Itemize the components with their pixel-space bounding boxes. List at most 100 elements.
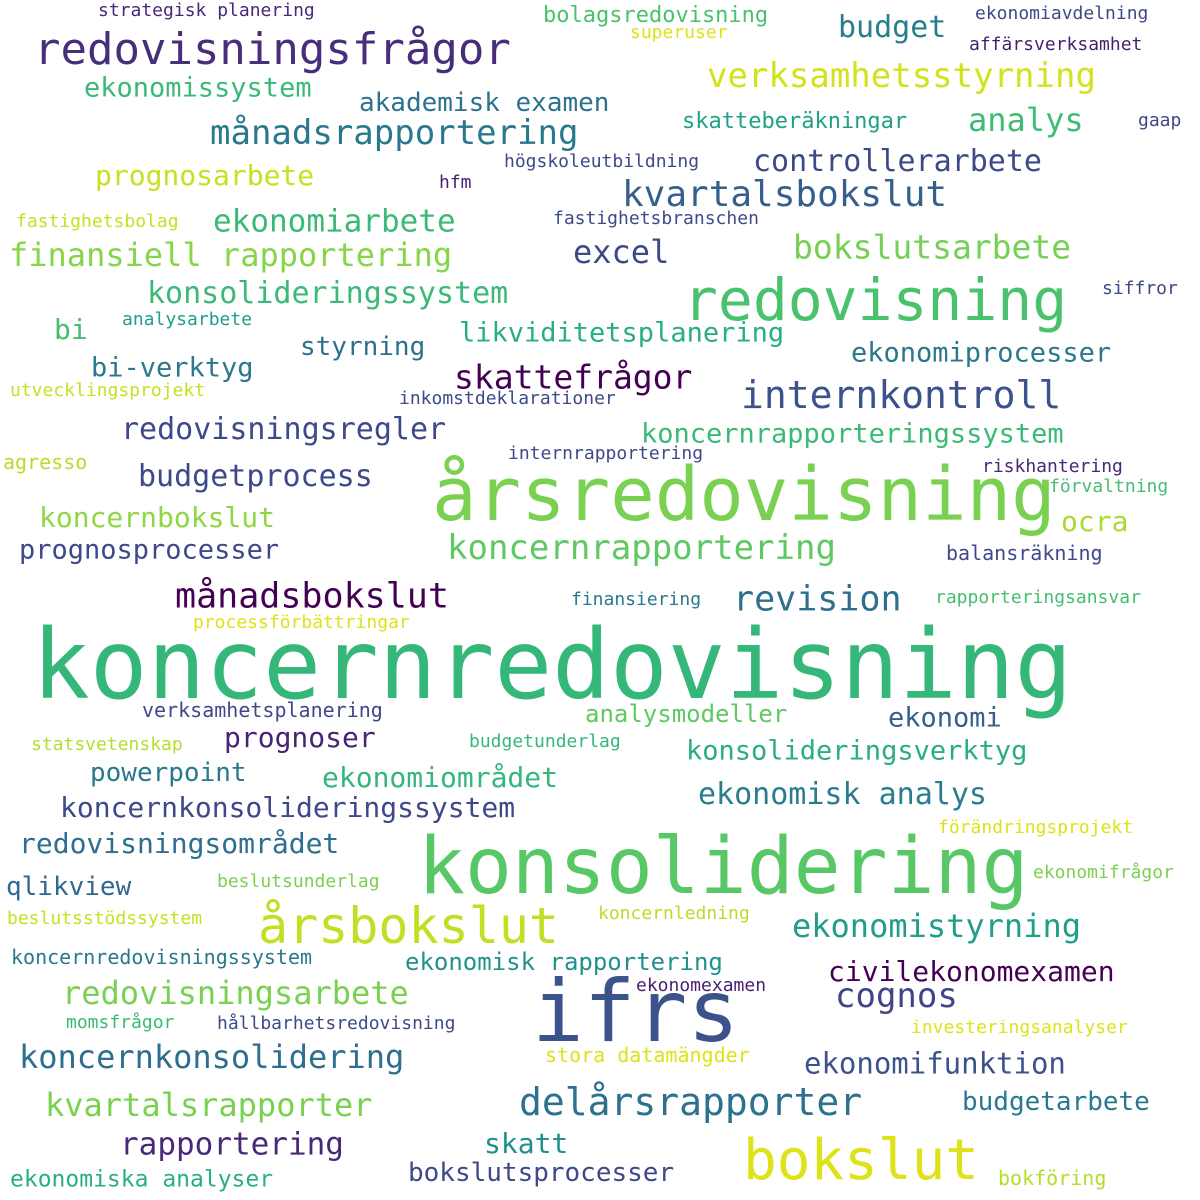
word-cloud-word: revision (733, 579, 902, 620)
word-cloud-word: utvecklingsprojekt (10, 380, 206, 401)
word-cloud-word: månadsbokslut (175, 576, 449, 617)
word-cloud-word: redovisningsarbete (62, 974, 409, 1012)
word-cloud-word: internrapportering (508, 443, 704, 464)
word-cloud-word: årsbokslut (258, 897, 560, 955)
word-cloud-word: beslutsunderlag (217, 871, 380, 892)
word-cloud-word: superuser (630, 22, 728, 43)
word-cloud-word: skatteberäkningar (682, 109, 908, 134)
word-cloud-word: analysarbete (122, 309, 253, 330)
word-cloud-word: inkomstdeklarationer (399, 388, 616, 409)
word-cloud-word: analysmodeller (585, 700, 788, 728)
word-cloud-word: delårsrapporter (519, 1080, 863, 1124)
word-cloud-word: analys (968, 101, 1084, 139)
word-cloud-word: ifrs (532, 962, 740, 1062)
word-cloud-word: koncernkonsolidering (19, 1038, 405, 1076)
word-cloud-word: prognosprocesser (19, 534, 280, 566)
word-cloud-word: ekonomisk rapportering (405, 948, 723, 976)
word-cloud-word: civilekonomexamen (828, 955, 1115, 988)
word-cloud-word: controllerarbete (753, 144, 1042, 179)
word-cloud-word: ekonomi (888, 702, 1002, 734)
word-cloud-word: ekonomexamen (636, 975, 767, 996)
word-cloud-word: koncernbokslut (39, 501, 276, 534)
word-cloud-word: förvaltning (1049, 476, 1169, 497)
word-cloud-word: månadsrapportering (210, 113, 579, 153)
word-cloud-word: cognos (835, 976, 958, 1016)
word-cloud-word: redovisningsfrågor (34, 24, 511, 75)
word-cloud-word: finansiell rapportering (9, 236, 453, 274)
word-cloud-word: fastighetsbolag (16, 211, 179, 232)
word-cloud-word: budget (838, 10, 947, 45)
word-cloud-word: budgetunderlag (469, 731, 621, 752)
word-cloud-word: koncernrapporteringssystem (641, 418, 1064, 450)
word-cloud-word: hållbarhetsredovisning (217, 1013, 456, 1034)
word-cloud-word: konsolideringssystem (147, 276, 509, 311)
word-cloud-word: bokslutsprocesser (408, 1158, 675, 1188)
word-cloud-word: bolagsredovisning (543, 3, 769, 28)
word-cloud-word: powerpoint (90, 758, 247, 788)
word-cloud-word: qlikview (6, 872, 132, 902)
word-cloud-word: konsolideringsverktyg (686, 735, 1028, 767)
word-cloud-word: agresso (3, 450, 88, 474)
word-cloud-word: internkontroll (741, 373, 1062, 417)
word-cloud-word: excel (573, 233, 670, 271)
word-cloud-word: ekonomiavdelning (975, 3, 1149, 24)
word-cloud-word: gaap (1138, 110, 1182, 131)
word-cloud-word: stora datamängder (545, 1043, 750, 1067)
word-cloud-word: rapportering (120, 1126, 344, 1163)
word-cloud-word: bi (54, 313, 88, 346)
word-cloud-word: skattefrågor (454, 357, 693, 397)
word-cloud-word: rapporteringsansvar (935, 587, 1141, 608)
word-cloud-word: förändringsprojekt (938, 817, 1134, 838)
word-cloud-word: likviditetsplanering (459, 317, 785, 349)
word-cloud-word: verksamhetsplanering (142, 698, 383, 722)
word-cloud-word: ekonomistyrning (792, 907, 1081, 945)
word-cloud-word: högskoleutbildning (504, 151, 700, 172)
word-cloud-word: ekonomiska analyser (10, 1166, 274, 1193)
word-cloud-word: momsfrågor (66, 1012, 175, 1033)
word-cloud-word: bokföring (998, 1166, 1107, 1190)
word-cloud-word: koncernredovisning (32, 609, 1073, 721)
word-cloud-word: årsredovisning (432, 452, 1056, 538)
word-cloud-word: riskhantering (982, 456, 1123, 477)
word-cloud-word: styrning (300, 332, 426, 362)
word-cloud-word: bokslut (743, 1128, 980, 1193)
word-cloud-word: siffror (1102, 278, 1178, 299)
word-cloud-word: budgetarbete (962, 1087, 1150, 1117)
word-cloud-word: hfm (439, 172, 472, 193)
word-cloud-word: ekonomiområdet (322, 761, 559, 794)
word-cloud-word: balansräkning (946, 541, 1103, 565)
word-cloud-word: konsolidering (418, 822, 1029, 912)
word-cloud-word: fastighetsbranschen (553, 208, 759, 229)
word-cloud-word: redovisningsområdet (19, 827, 340, 860)
word-cloud-word: ekonomiarbete (213, 203, 456, 240)
word-cloud-word: prognosarbete (95, 159, 315, 192)
word-cloud-word: skatt (484, 1127, 569, 1160)
word-cloud-word: bi-verktyg (91, 352, 254, 384)
word-cloud-word: koncernledning (598, 903, 750, 924)
word-cloud-word: ocra (1061, 505, 1129, 538)
word-cloud-word: ekonomifunktion (804, 1046, 1066, 1081)
word-cloud-word: redovisning (683, 266, 1068, 334)
word-cloud-word: koncernredovisningssystem (11, 945, 313, 969)
word-cloud-word: ekonomiprocesser (851, 337, 1112, 369)
word-cloud-word: affärsverksamhet (969, 34, 1143, 55)
word-cloud-word: investeringsanalyser (911, 1017, 1128, 1038)
word-cloud-word: ekonomifrågor (1033, 862, 1174, 883)
word-cloud-word: strategisk planering (98, 0, 315, 21)
word-cloud-word: statsvetenskap (31, 734, 183, 755)
word-cloud-word: redovisningsregler (121, 412, 447, 447)
word-cloud-word: bokslutsarbete (793, 227, 1072, 267)
word-cloud-word: kvartalsrapporter (45, 1086, 373, 1124)
word-cloud-word: akademisk examen (359, 88, 610, 118)
word-cloud-word: kvartalsbokslut (622, 174, 948, 215)
word-cloud-word: koncernkonsolideringssystem (60, 791, 516, 824)
word-cloud-word: ekonomisk analys (698, 777, 987, 812)
word-cloud-word: processförbättringar (193, 612, 410, 633)
word-cloud-word: ekonomissystem (84, 72, 312, 104)
word-cloud-word: finansiering (571, 589, 702, 610)
word-cloud-word: budgetprocess (138, 459, 373, 494)
word-cloud-word: koncernrapportering (447, 528, 836, 568)
word-cloud-word: beslutsstödssystem (7, 908, 203, 929)
word-cloud-word: verksamhetsstyrning (707, 56, 1096, 96)
